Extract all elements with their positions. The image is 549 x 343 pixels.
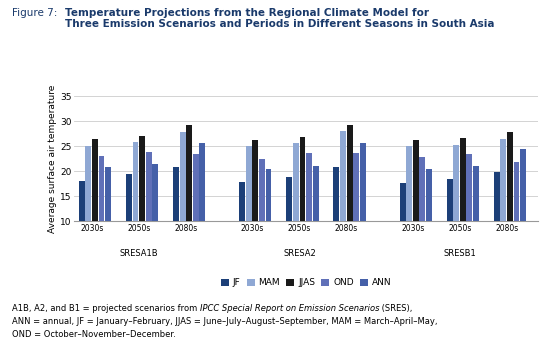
Bar [293, 143, 299, 221]
Bar [287, 177, 292, 221]
Y-axis label: Average surface air temperature: Average surface air temperature [48, 84, 57, 233]
Bar [507, 132, 513, 221]
Bar [79, 181, 85, 221]
Bar [353, 153, 359, 221]
Text: Temperature Projections from the Regional Climate Model for
Three Emission Scena: Temperature Projections from the Regiona… [65, 8, 494, 29]
Text: SRESB1: SRESB1 [444, 249, 477, 258]
Text: Figure 7:: Figure 7: [12, 8, 67, 17]
Bar [300, 137, 305, 221]
Bar [199, 143, 205, 221]
Text: IPCC Special Report on Emission Scenarios: IPCC Special Report on Emission Scenario… [200, 304, 379, 312]
Bar [180, 132, 186, 221]
Bar [460, 138, 466, 221]
Bar [467, 154, 472, 221]
Bar [340, 131, 346, 221]
Bar [494, 172, 500, 221]
Bar [99, 156, 104, 221]
Bar [145, 152, 152, 221]
Bar [520, 149, 526, 221]
Bar [139, 135, 145, 221]
Bar [253, 140, 259, 221]
Bar [312, 166, 318, 221]
Bar [193, 154, 199, 221]
Bar [152, 164, 158, 221]
Bar [419, 157, 425, 221]
Bar [333, 167, 339, 221]
Bar [173, 167, 179, 221]
Bar [259, 158, 265, 221]
Text: ANN = annual, JF = January–February, JJAS = June–July–August–September, MAM = Ma: ANN = annual, JF = January–February, JJA… [12, 317, 438, 326]
Bar [360, 143, 366, 221]
Bar [413, 140, 419, 221]
Text: (SRES),: (SRES), [379, 304, 413, 312]
Bar [406, 146, 412, 221]
Text: SRESA2: SRESA2 [283, 249, 316, 258]
Bar [501, 139, 506, 221]
Bar [473, 166, 479, 221]
Bar [447, 179, 453, 221]
Bar [239, 182, 245, 221]
Bar [92, 139, 98, 221]
Bar [246, 146, 252, 221]
Bar [132, 142, 138, 221]
Bar [346, 125, 352, 221]
Legend: JF, MAM, JJAS, OND, ANN: JF, MAM, JJAS, OND, ANN [221, 278, 391, 287]
Bar [105, 167, 111, 221]
Bar [126, 174, 132, 221]
Text: SRESA1B: SRESA1B [120, 249, 159, 258]
Bar [400, 183, 406, 221]
Text: OND = October–November–December.: OND = October–November–December. [12, 330, 176, 339]
Bar [186, 125, 192, 221]
Bar [453, 145, 460, 221]
Text: A1B, A2, and B1 = projected scenarios from: A1B, A2, and B1 = projected scenarios fr… [12, 304, 200, 312]
Bar [426, 169, 432, 221]
Bar [513, 162, 519, 221]
Bar [86, 146, 91, 221]
Bar [306, 153, 312, 221]
Bar [266, 169, 271, 221]
